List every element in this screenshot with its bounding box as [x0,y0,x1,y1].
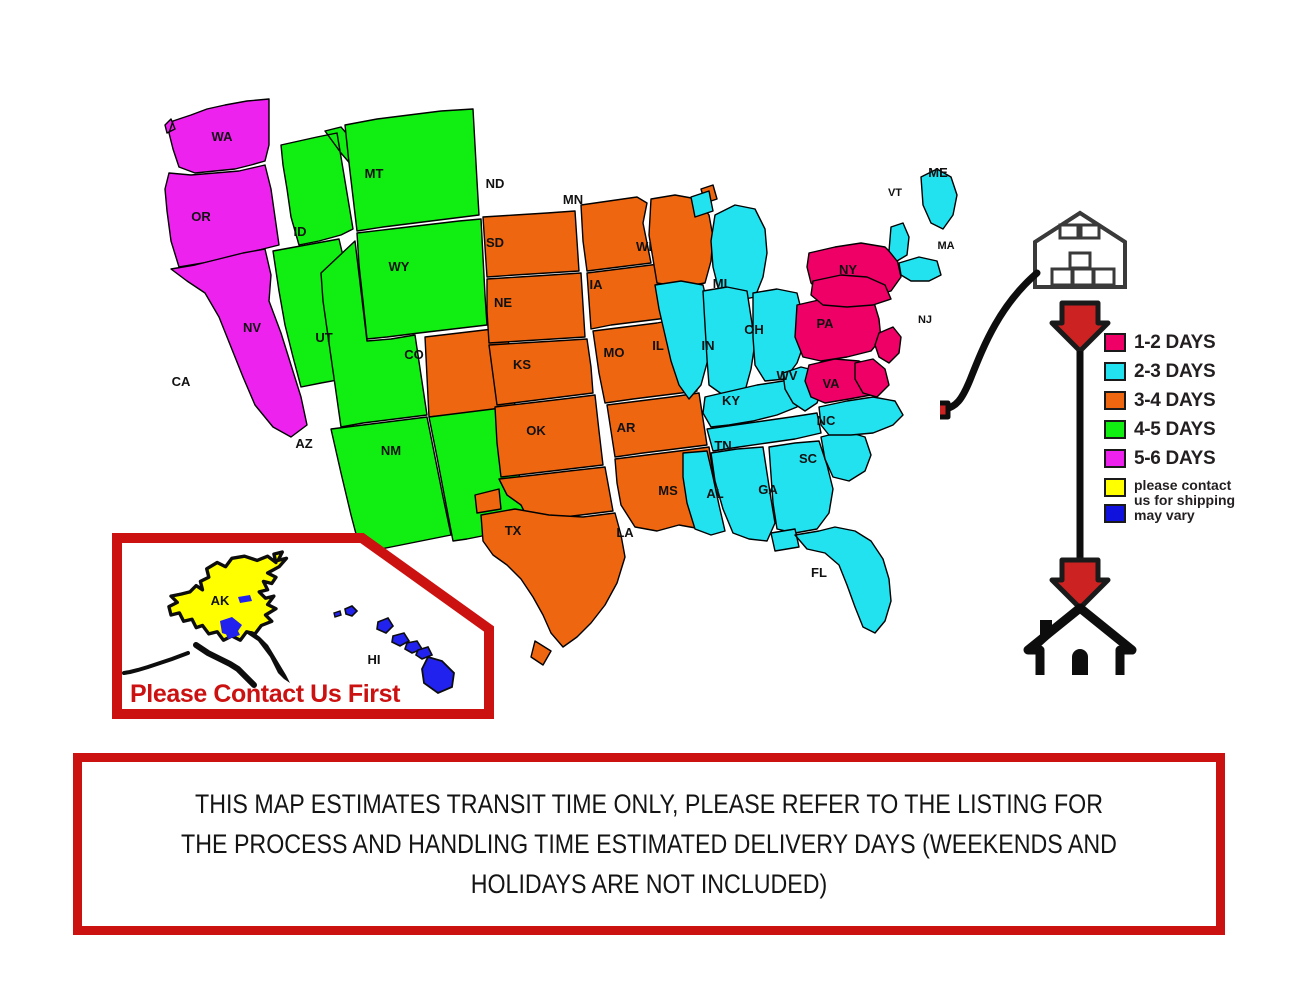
legend-swatch-3-4 [1104,391,1126,410]
state-ut [320,240,428,428]
state-mi [690,190,768,302]
state-ca [170,248,308,438]
state-al [710,446,776,542]
legend-note-line-1: please contact [1134,477,1232,493]
states-layer [164,98,958,666]
warehouse-icon [1033,210,1127,289]
state-label-nj: NJ [918,314,932,326]
state-nc [818,396,904,436]
legend-note-line-3: may vary [1134,507,1195,523]
down-arrow-bottom [1049,557,1111,611]
legend-swatch-4-5 [1104,420,1126,439]
state-ky [702,374,808,428]
state-tx [480,508,626,666]
legend-item-2-3: 2-3 DAYS [1104,357,1284,386]
state-or [164,164,280,268]
legend-item-4-5: 4-5 DAYS [1104,415,1284,444]
state-label-nd: ND [486,176,505,191]
ny-south-overlay [810,274,892,308]
disclaimer-text: THIS MAP ESTIMATES TRANSIT TIME ONLY, PL… [181,789,1117,899]
state-il [654,280,712,400]
state-ok [474,466,614,522]
state-wy [356,218,488,340]
inset-label-ak: AK [211,593,230,608]
state-ne [488,338,594,406]
down-arrow-top [1049,300,1111,354]
state-sd [486,272,586,344]
inset-svg: AK HI [112,533,494,719]
legend-label-1-2: 1-2 DAYS [1134,331,1216,353]
inset-label-hi: HI [368,652,381,667]
legend-swatch-5-6 [1104,449,1126,468]
legend-item-3-4: 3-4 DAYS [1104,386,1284,415]
state-nj [874,326,902,364]
disclaimer-box: THIS MAP ESTIMATES TRANSIT TIME ONLY, PL… [73,753,1225,935]
inset-border [112,533,494,719]
shipping-map: WA OR CA NV ID MT WY UT AZ CO NM ND SD NE KS OK TX MN IA MO… [112,98,1284,719]
hawaii-shape [333,605,455,695]
state-mt [344,108,480,232]
state-label-fl: FL [811,565,827,580]
state-ks [494,394,604,478]
legend-label-2-3: 2-3 DAYS [1134,360,1216,382]
legend-label-4-5: 4-5 DAYS [1134,418,1216,440]
legend-swatch-1-2 [1104,333,1126,352]
legend-swatch-2-3 [1104,362,1126,381]
state-ma [898,256,942,282]
state-label-az: AZ [295,436,312,451]
state-wa [164,98,270,174]
legend-label-5-6: 5-6 DAYS [1134,447,1216,469]
legend-item-5-6: 5-6 DAYS [1104,444,1284,473]
legend-label-3-4: 3-4 DAYS [1134,389,1216,411]
state-label-ma: MA [937,240,954,252]
state-fl [770,526,892,634]
state-tn [706,412,822,452]
state-mn [580,196,652,272]
legend-note-swatches [1104,478,1126,530]
state-in [702,286,756,396]
legend-note-line-2: us for shipping [1134,492,1236,508]
state-label-ca: CA [172,374,191,389]
state-oh [752,288,806,382]
legend-note-text: please contact us for shipping may vary [1134,478,1235,523]
alaska-hawaii-inset: AK HI Please Contact Us First [112,533,494,719]
state-label-mn: MN [563,192,583,207]
state-az [330,416,452,554]
legend-swatch-vary [1104,504,1126,523]
state-nd [482,210,580,278]
state-ga [768,440,834,534]
legend-swatch-contact [1104,478,1126,497]
state-vt [888,222,910,262]
inset-caption: Please Contact Us First [130,680,401,708]
legend-item-1-2: 1-2 DAYS [1104,328,1284,357]
state-label-vt: VT [888,187,902,199]
legend-item-contact-us: please contact us for shipping may vary [1104,478,1235,530]
state-me [920,168,958,230]
md-de-overlay [854,358,890,398]
state-ms [682,450,726,536]
legend: 1-2 DAYS 2-3 DAYS 3-4 DAYS 4-5 DAYS 5-6 … [1104,328,1284,473]
home-icon [1023,603,1137,675]
alaska-shape [122,550,290,688]
state-ar [606,392,708,458]
